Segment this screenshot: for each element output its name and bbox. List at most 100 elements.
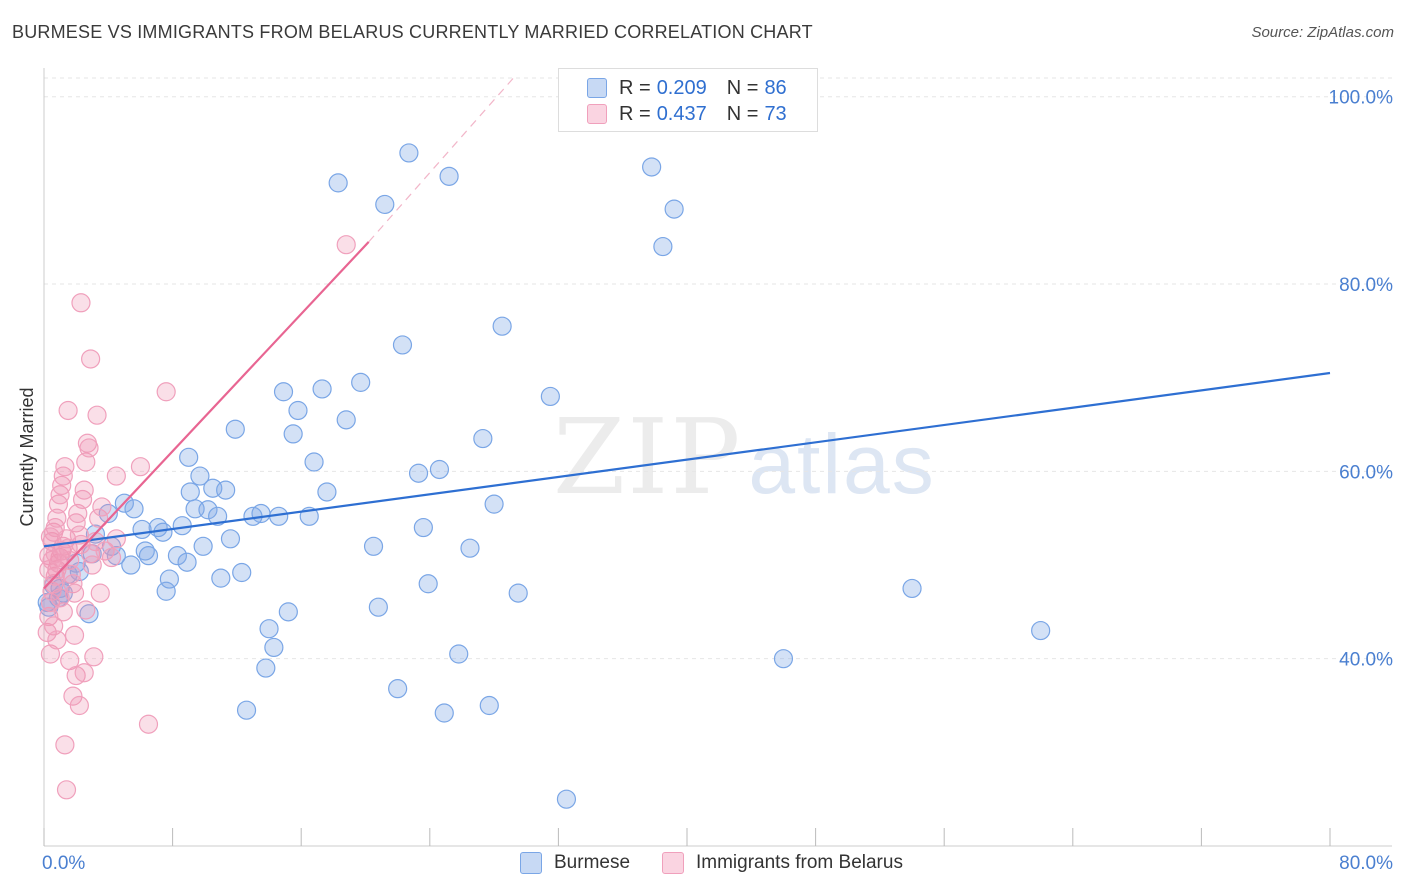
- belarus-point: [69, 695, 89, 716]
- trend-lines: [43, 77, 1331, 590]
- belarus-point: [84, 647, 104, 667]
- burmese-point: [473, 428, 493, 449]
- legend-r-label: R =: [619, 102, 651, 125]
- burmese-point: [399, 143, 419, 163]
- burmese-point: [336, 410, 356, 430]
- burmese-point: [198, 500, 218, 520]
- belarus-point: [101, 547, 122, 568]
- belarus-point: [50, 588, 70, 608]
- burmese-point: [492, 316, 512, 336]
- belarus-point: [45, 544, 65, 564]
- burmese-point: [304, 452, 324, 472]
- burmese-point: [363, 536, 384, 556]
- burmese-point: [79, 604, 99, 624]
- burmese-point: [225, 419, 245, 439]
- tick-labels: 40.0% 60.0% 80.0% 100.0% 0.0% 80.0%: [42, 88, 1393, 874]
- burmese-point: [351, 372, 371, 392]
- legend-item-belarus[interactable]: Immigrants from Belarus: [662, 852, 903, 874]
- legend-row-burmese: R = 0.209 N = 86: [587, 75, 787, 101]
- belarus-points: [37, 235, 356, 800]
- belarus-swatch: [587, 104, 607, 124]
- burmese-point: [159, 569, 179, 589]
- belarus-point: [53, 602, 73, 622]
- burmese-point: [216, 480, 236, 500]
- belarus-point: [336, 235, 356, 255]
- burmese-point: [429, 459, 450, 480]
- burmese-point: [449, 644, 469, 664]
- burmese-point: [153, 522, 173, 542]
- series-legend: Burmese Immigrants from Belarus: [0, 852, 1406, 878]
- legend-n-value: 86: [764, 76, 787, 99]
- burmese-point: [264, 637, 284, 658]
- belarus-trend-extension: [368, 77, 514, 243]
- burmese-point: [220, 529, 241, 549]
- burmese-point: [642, 157, 662, 177]
- belarus-point: [42, 581, 62, 601]
- burmese-point: [408, 463, 429, 483]
- burmese-point: [190, 466, 210, 486]
- belarus-point: [58, 400, 78, 421]
- burmese-point: [392, 335, 413, 355]
- belarus-point: [64, 625, 85, 645]
- burmese-point: [434, 703, 454, 723]
- belarus-legend-swatch: [662, 852, 684, 874]
- burmese-point: [236, 700, 257, 720]
- burmese-point: [179, 447, 199, 467]
- burmese-point: [439, 166, 459, 186]
- belarus-point: [47, 630, 67, 650]
- belarus-point: [40, 527, 61, 547]
- belarus-point: [82, 555, 102, 575]
- legend-r-value: 0.209: [656, 76, 707, 99]
- y-tick-label: 60.0%: [1339, 462, 1393, 483]
- burmese-point: [288, 400, 308, 421]
- belarus-point: [76, 452, 96, 472]
- burmese-point: [418, 574, 438, 594]
- burmese-point: [508, 583, 528, 603]
- burmese-point: [479, 695, 499, 716]
- legend-item-label: Burmese: [554, 852, 631, 873]
- burmese-point: [413, 517, 433, 538]
- burmese-point: [375, 194, 395, 215]
- burmese-point: [259, 619, 279, 639]
- belarus-point: [130, 457, 151, 477]
- belarus-point: [106, 466, 126, 486]
- burmese-point: [283, 424, 303, 444]
- legend-n-label: N =: [726, 102, 759, 125]
- burmese-point: [132, 519, 152, 540]
- legend-n-label: N =: [726, 76, 759, 99]
- burmese-point: [177, 552, 197, 572]
- belarus-trend-line: [43, 241, 370, 590]
- belarus-point: [90, 583, 110, 603]
- belarus-point: [92, 497, 112, 517]
- legend-n-value: 73: [764, 102, 787, 125]
- burmese-point: [121, 555, 141, 575]
- burmese-point: [368, 597, 388, 617]
- chart-title: BURMESE VS IMMIGRANTS FROM BELARUS CURRE…: [12, 22, 813, 42]
- belarus-point: [71, 293, 91, 313]
- belarus-point: [47, 508, 67, 528]
- watermark: ZIPatlas: [553, 396, 936, 518]
- burmese-swatch: [587, 78, 607, 98]
- source-label: Source: ZipAtlas.com: [1251, 24, 1394, 41]
- burmese-point: [172, 516, 192, 536]
- y-tick-label: 40.0%: [1339, 650, 1393, 671]
- burmese-point: [167, 546, 188, 566]
- correlation-legend: R = 0.209 N = 86 R = 0.437 N = 73: [558, 68, 818, 132]
- belarus-point: [44, 616, 64, 636]
- burmese-point: [180, 482, 200, 502]
- y-tick-label: 80.0%: [1339, 275, 1393, 296]
- burmese-point: [388, 679, 408, 699]
- belarus-point: [156, 382, 176, 402]
- belarus-point: [40, 644, 61, 664]
- burmese-point: [312, 379, 332, 399]
- legend-item-burmese[interactable]: Burmese: [520, 852, 630, 874]
- legend-item-label: Immigrants from Belarus: [696, 852, 903, 873]
- burmese-point: [317, 482, 337, 502]
- x-tick-label: 0.0%: [42, 853, 85, 874]
- burmese-point: [211, 568, 231, 588]
- burmese-point: [138, 546, 159, 566]
- burmese-point: [256, 658, 276, 678]
- burmese-point: [124, 499, 144, 519]
- burmese-point: [328, 173, 348, 193]
